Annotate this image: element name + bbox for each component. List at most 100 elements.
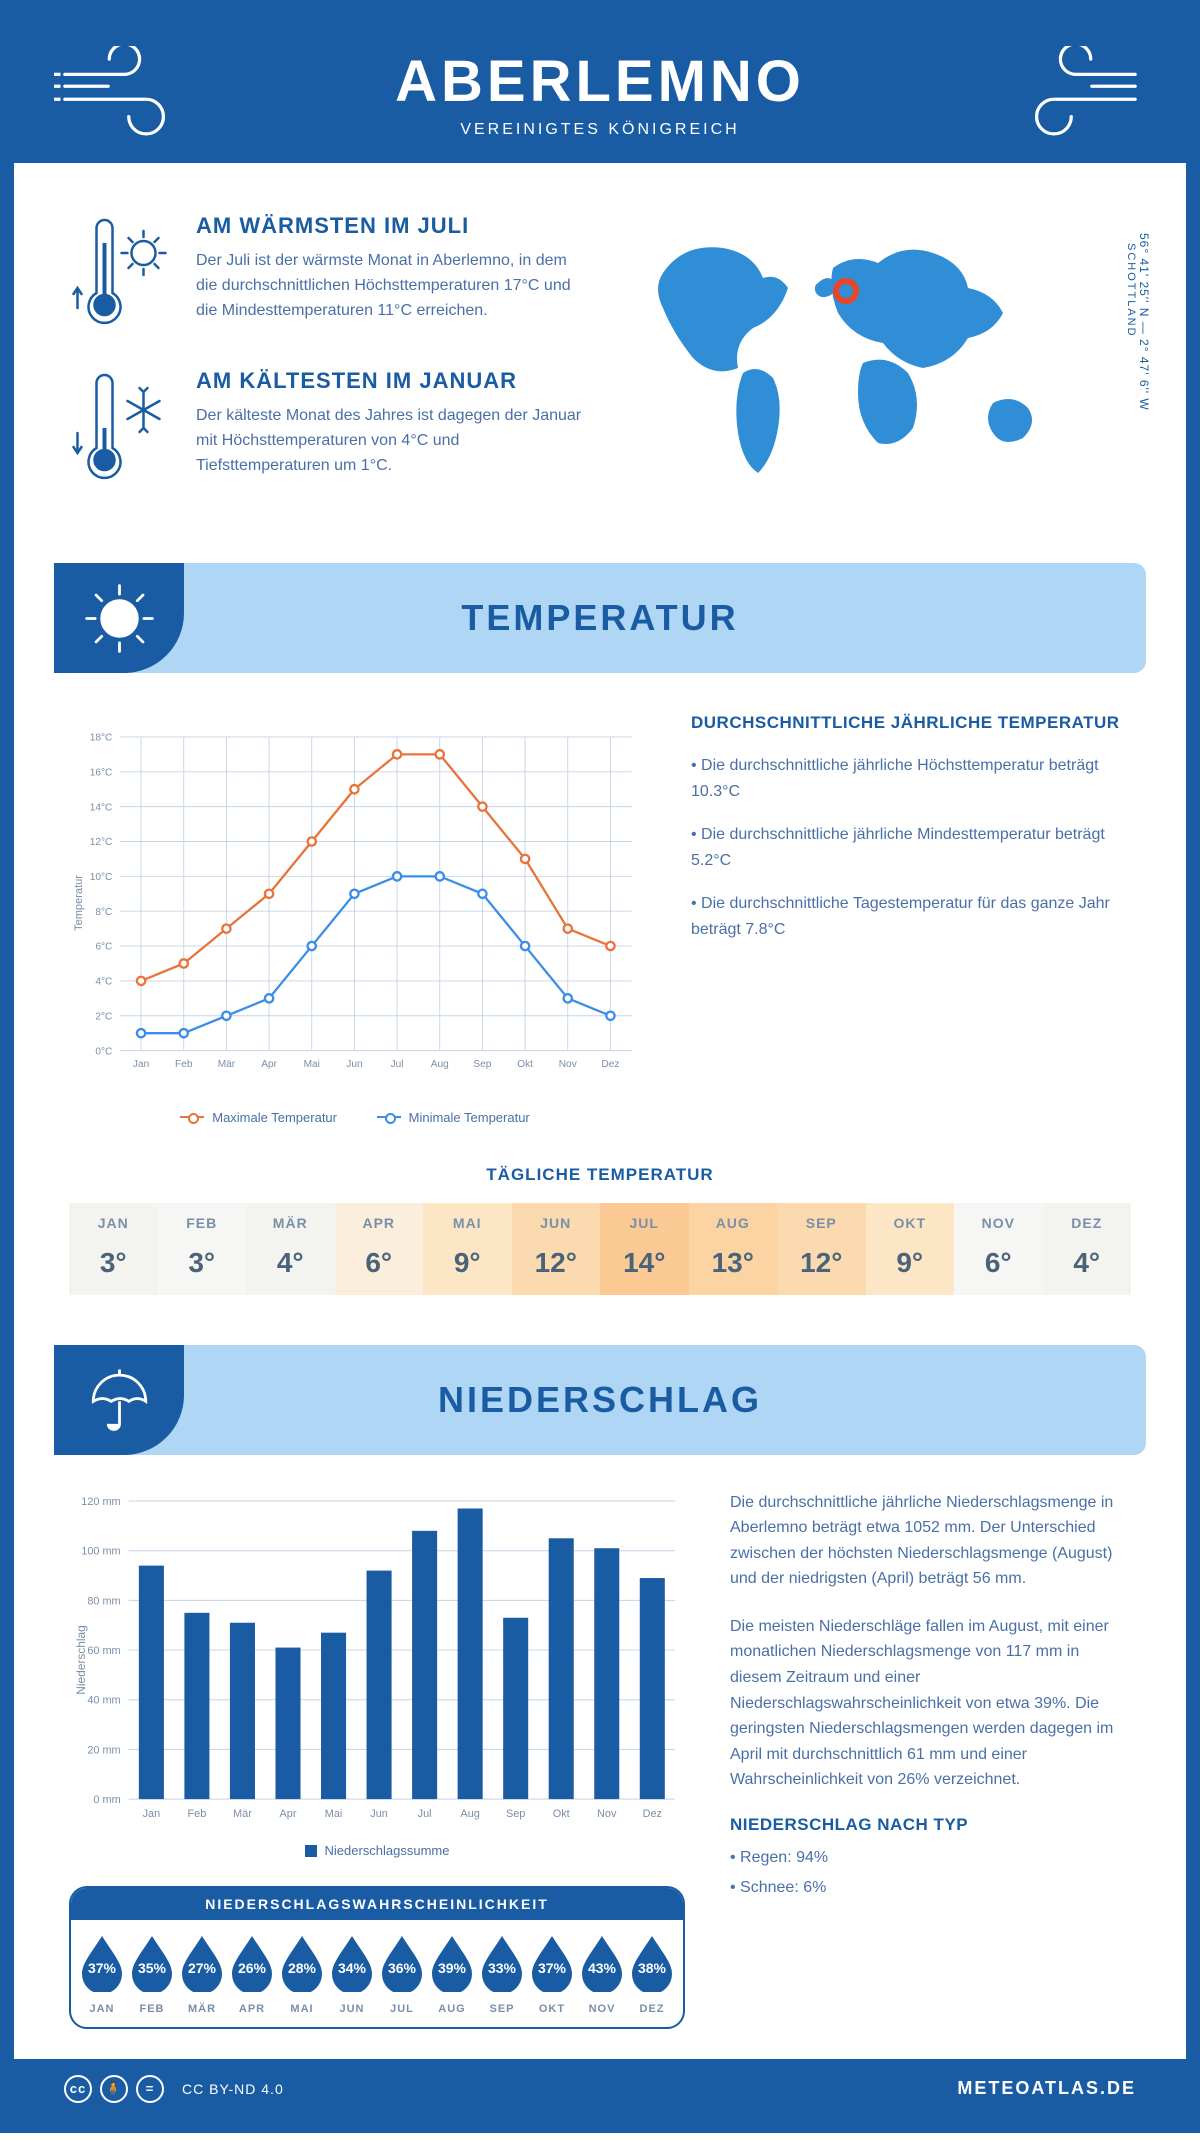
daily-temp-cell: OKT9° <box>866 1203 955 1295</box>
svg-text:Jan: Jan <box>133 1059 149 1070</box>
daily-temp-title: TÄGLICHE TEMPERATUR <box>14 1165 1186 1185</box>
probability-cell: 28%MAI <box>279 1934 325 2015</box>
svg-text:Sep: Sep <box>473 1059 491 1070</box>
svg-text:Okt: Okt <box>517 1059 533 1070</box>
brand-name: METEOATLAS.DE <box>957 2078 1136 2099</box>
svg-text:18°C: 18°C <box>90 733 113 744</box>
svg-text:Apr: Apr <box>280 1807 297 1819</box>
probability-cell: 37%OKT <box>529 1934 575 2015</box>
svg-text:100 mm: 100 mm <box>81 1545 120 1557</box>
temperature-chart: 0°C 2°C 4°C 6°C 8°C 10°C 12°C 14°C 16°C 18°C Jan Fe… <box>69 713 641 1125</box>
svg-text:Dez: Dez <box>643 1807 662 1819</box>
svg-text:120 mm: 120 mm <box>81 1496 120 1508</box>
coldest-block: AM KÄLTESTEN IM JANUAR Der kälteste Mona… <box>69 368 585 488</box>
wind-icon-left <box>54 46 184 146</box>
thermometer-hot-icon <box>69 213 174 333</box>
svg-text:Apr: Apr <box>261 1059 277 1070</box>
daily-temp-cell: MÄR4° <box>246 1203 335 1295</box>
svg-text:Jun: Jun <box>346 1059 362 1070</box>
precipitation-chart: 0 mm 20 mm 40 mm 60 mm 80 mm 100 mm 120 mm Nied… <box>69 1490 685 1830</box>
svg-text:20 mm: 20 mm <box>87 1744 120 1756</box>
probability-cell: 34%JUN <box>329 1934 375 2015</box>
daily-temp-cell: APR6° <box>335 1203 424 1295</box>
license-icons: cc 🧍 = CC BY-ND 4.0 <box>64 2075 284 2103</box>
svg-text:Jun: Jun <box>370 1807 388 1819</box>
daily-temp-cell: JUL14° <box>600 1203 689 1295</box>
svg-text:Nov: Nov <box>559 1059 578 1070</box>
probability-cell: 26%APR <box>229 1934 275 2015</box>
svg-text:4°C: 4°C <box>95 977 112 988</box>
umbrella-icon <box>82 1362 157 1437</box>
daily-temp-cell: MAI9° <box>423 1203 512 1295</box>
svg-text:Jan: Jan <box>143 1807 161 1819</box>
coldest-text: Der kälteste Monat des Jahres ist dagege… <box>196 404 585 478</box>
svg-text:0°C: 0°C <box>95 1046 112 1057</box>
by-icon: 🧍 <box>100 2075 128 2103</box>
daily-temp-cell: SEP12° <box>777 1203 866 1295</box>
svg-text:Niederschlag: Niederschlag <box>74 1625 88 1695</box>
probability-cell: 43%NOV <box>579 1934 625 2015</box>
temp-legend: Maximale Temperatur Minimale Temperatur <box>69 1106 641 1125</box>
thermometer-cold-icon <box>69 368 174 488</box>
probability-cell: 36%JUL <box>379 1934 425 2015</box>
svg-text:Mai: Mai <box>304 1059 320 1070</box>
svg-text:Dez: Dez <box>601 1059 619 1070</box>
cc-icon: cc <box>64 2075 92 2103</box>
svg-text:Mär: Mär <box>233 1807 252 1819</box>
precipitation-banner: NIEDERSCHLAG <box>54 1345 1146 1455</box>
svg-text:Temperatur: Temperatur <box>73 875 85 931</box>
precipitation-text: Die durchschnittliche jährliche Niedersc… <box>730 1490 1131 2029</box>
svg-text:16°C: 16°C <box>90 767 113 778</box>
svg-text:14°C: 14°C <box>90 802 113 813</box>
probability-cell: 33%SEP <box>479 1934 525 2015</box>
infographic-frame: ABERLEMNO VEREINIGTES KÖNIGREICH AM WÄRM… <box>0 0 1200 2133</box>
svg-text:Aug: Aug <box>431 1059 449 1070</box>
svg-text:Feb: Feb <box>188 1807 207 1819</box>
probability-box: NIEDERSCHLAGSWAHRSCHEINLICHKEIT 37%JAN35… <box>69 1886 685 2029</box>
svg-text:8°C: 8°C <box>95 907 112 918</box>
svg-text:12°C: 12°C <box>90 837 113 848</box>
svg-text:Mai: Mai <box>325 1807 343 1819</box>
svg-text:Mär: Mär <box>218 1059 236 1070</box>
location-title: ABERLEMNO <box>14 48 1186 115</box>
temperature-banner: TEMPERATUR <box>54 563 1146 673</box>
svg-text:Sep: Sep <box>506 1807 525 1819</box>
coldest-title: AM KÄLTESTEN IM JANUAR <box>196 368 585 394</box>
sun-icon <box>82 581 157 656</box>
svg-text:60 mm: 60 mm <box>87 1645 120 1657</box>
temperature-summary: DURCHSCHNITTLICHE JÄHRLICHE TEMPERATUR •… <box>691 713 1131 1125</box>
probability-cell: 38%DEZ <box>629 1934 675 2015</box>
daily-temp-cell: JUN12° <box>512 1203 601 1295</box>
svg-text:10°C: 10°C <box>90 872 113 883</box>
svg-text:80 mm: 80 mm <box>87 1595 120 1607</box>
svg-text:Jul: Jul <box>418 1807 432 1819</box>
svg-text:40 mm: 40 mm <box>87 1694 120 1706</box>
nd-icon: = <box>136 2075 164 2103</box>
daily-temp-cell: NOV6° <box>954 1203 1043 1295</box>
svg-text:Feb: Feb <box>175 1059 193 1070</box>
footer: cc 🧍 = CC BY-ND 4.0 METEOATLAS.DE <box>14 2059 1186 2119</box>
daily-temp-cell: JAN3° <box>69 1203 158 1295</box>
probability-cell: 27%MÄR <box>179 1934 225 2015</box>
warmest-text: Der Juli ist der wärmste Monat in Aberle… <box>196 249 585 323</box>
svg-text:2°C: 2°C <box>95 1011 112 1022</box>
intro-section: AM WÄRMSTEN IM JULI Der Juli ist der wär… <box>14 163 1186 553</box>
svg-text:Jul: Jul <box>391 1059 404 1070</box>
svg-text:6°C: 6°C <box>95 942 112 953</box>
precip-legend: Niederschlagssumme <box>69 1843 685 1858</box>
svg-text:Okt: Okt <box>553 1807 570 1819</box>
temperature-heading: TEMPERATUR <box>184 597 1146 639</box>
daily-temp-cell: FEB3° <box>158 1203 247 1295</box>
daily-temp-strip: JAN3°FEB3°MÄR4°APR6°MAI9°JUN12°JUL14°AUG… <box>69 1203 1131 1295</box>
svg-text:Aug: Aug <box>460 1807 479 1819</box>
wind-icon-right <box>1016 46 1146 146</box>
svg-text:Nov: Nov <box>597 1807 617 1819</box>
header: ABERLEMNO VEREINIGTES KÖNIGREICH <box>14 14 1186 163</box>
world-map <box>615 213 1131 493</box>
precipitation-heading: NIEDERSCHLAG <box>184 1379 1146 1421</box>
probability-cell: 39%AUG <box>429 1934 475 2015</box>
probability-cell: 35%FEB <box>129 1934 175 2015</box>
svg-text:0 mm: 0 mm <box>93 1794 120 1806</box>
probability-cell: 37%JAN <box>79 1934 125 2015</box>
daily-temp-cell: DEZ4° <box>1043 1203 1132 1295</box>
